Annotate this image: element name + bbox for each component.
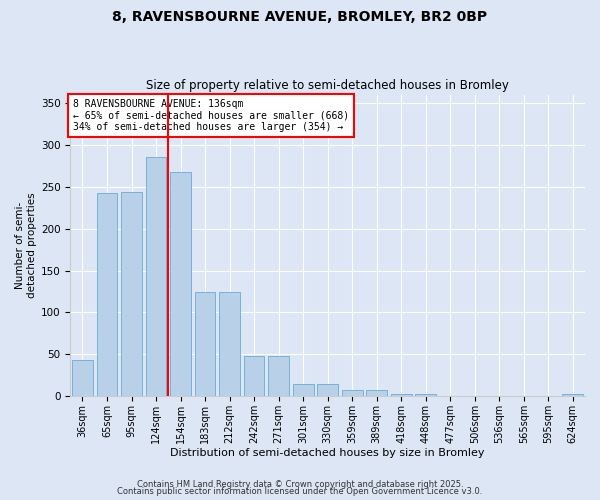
- Text: Contains HM Land Registry data © Crown copyright and database right 2025.: Contains HM Land Registry data © Crown c…: [137, 480, 463, 489]
- Bar: [219, 292, 240, 397]
- X-axis label: Distribution of semi-detached houses by size in Bromley: Distribution of semi-detached houses by …: [170, 448, 485, 458]
- Bar: [268, 356, 289, 397]
- Bar: [72, 360, 93, 396]
- Text: Contains public sector information licensed under the Open Government Licence v3: Contains public sector information licen…: [118, 487, 482, 496]
- Y-axis label: Number of semi-
detached properties: Number of semi- detached properties: [15, 192, 37, 298]
- Text: 8, RAVENSBOURNE AVENUE, BROMLEY, BR2 0BP: 8, RAVENSBOURNE AVENUE, BROMLEY, BR2 0BP: [112, 10, 488, 24]
- Bar: [342, 390, 362, 396]
- Bar: [121, 192, 142, 396]
- Bar: [244, 356, 265, 397]
- Bar: [562, 394, 583, 396]
- Text: 8 RAVENSBOURNE AVENUE: 136sqm
← 65% of semi-detached houses are smaller (668)
34: 8 RAVENSBOURNE AVENUE: 136sqm ← 65% of s…: [73, 99, 349, 132]
- Bar: [293, 384, 314, 396]
- Bar: [391, 394, 412, 396]
- Bar: [194, 292, 215, 397]
- Bar: [366, 390, 387, 396]
- Title: Size of property relative to semi-detached houses in Bromley: Size of property relative to semi-detach…: [146, 79, 509, 92]
- Bar: [146, 156, 166, 396]
- Bar: [97, 192, 118, 396]
- Bar: [415, 394, 436, 396]
- Bar: [317, 384, 338, 396]
- Bar: [170, 172, 191, 396]
